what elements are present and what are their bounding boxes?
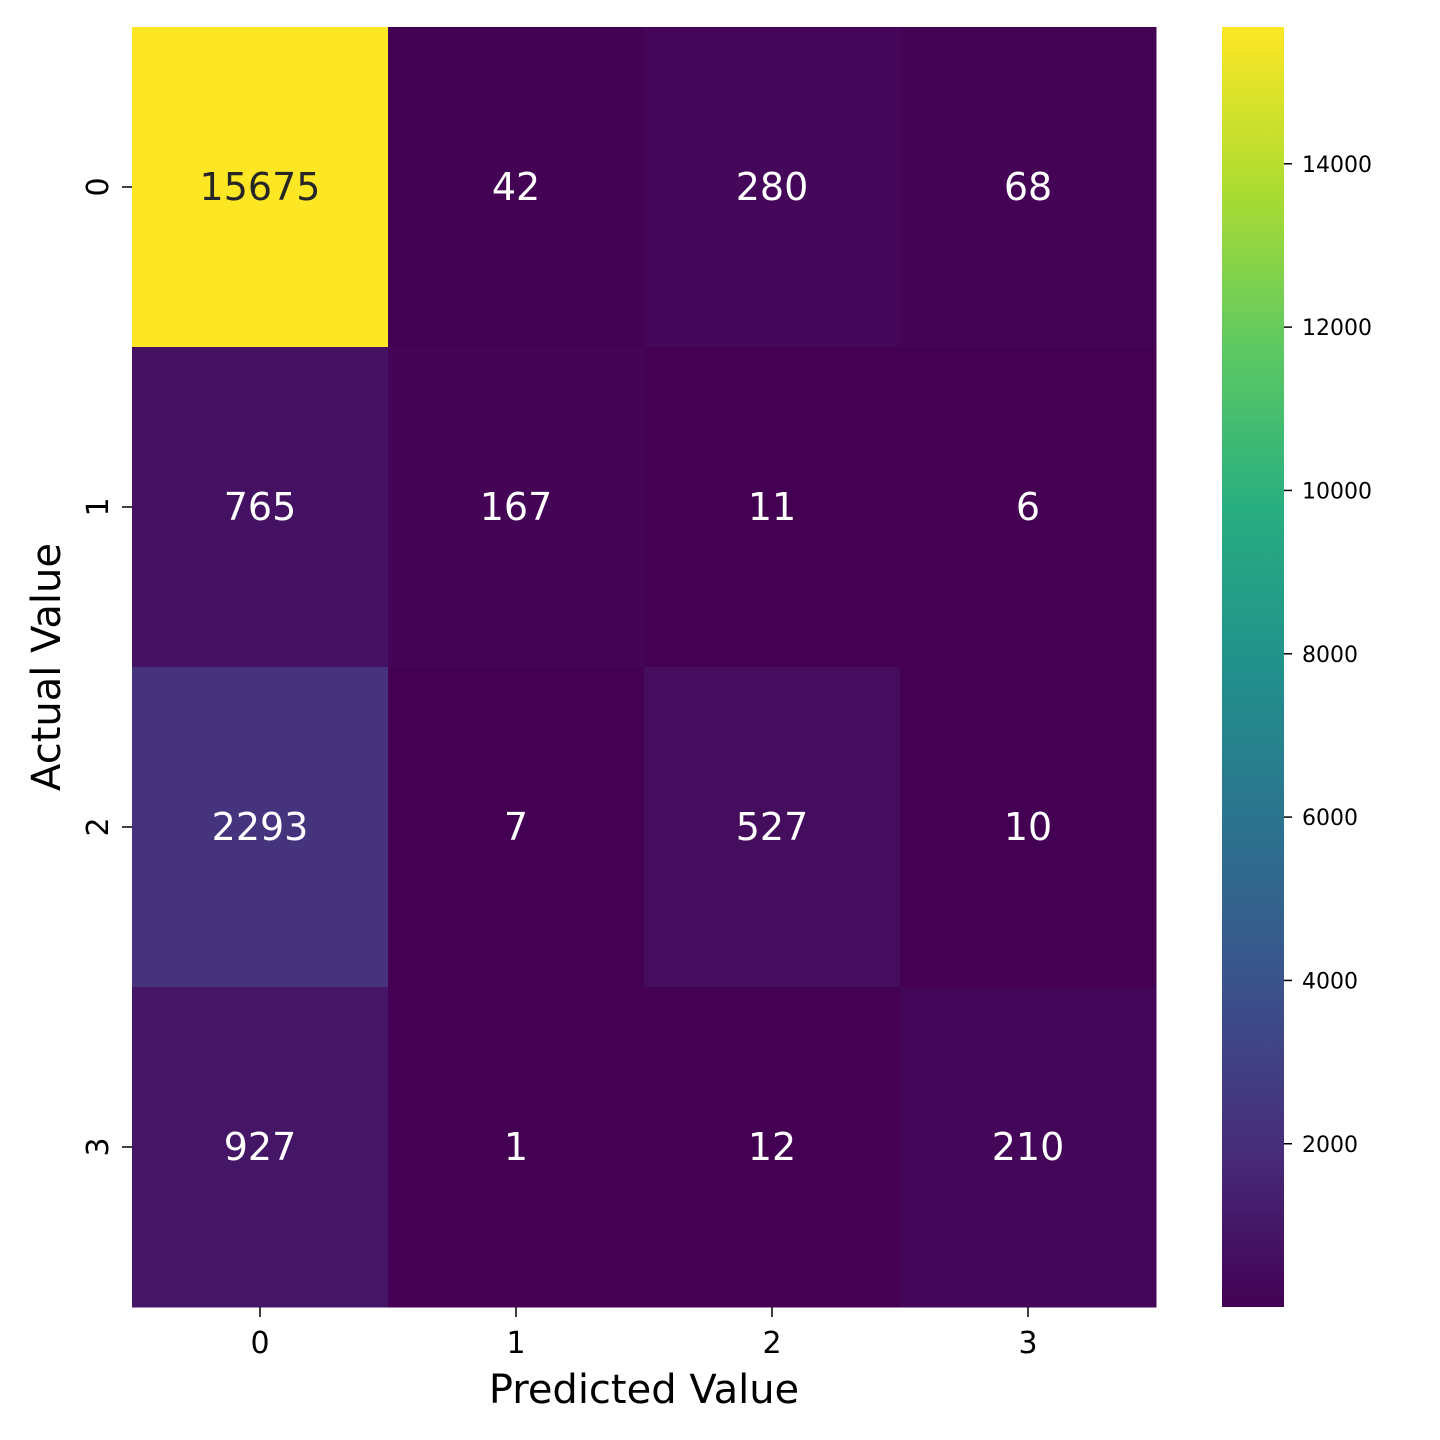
heatmap-grid xyxy=(132,27,1157,1308)
colorbar-tick-label: 10000 xyxy=(1302,479,1372,504)
heatmap-cell xyxy=(132,27,389,348)
x-axis-title: Predicted Value xyxy=(489,1367,799,1413)
y-axis-title: Actual Value xyxy=(24,543,70,791)
heatmap-cell-label: 42 xyxy=(492,165,540,209)
heatmap-cell-label: 2293 xyxy=(212,805,309,849)
colorbar-tick-label: 8000 xyxy=(1302,643,1358,668)
heatmap-cell xyxy=(388,27,645,348)
y-axis: 0 1 2 3 xyxy=(81,177,132,1157)
heatmap-cell xyxy=(388,347,645,668)
colorbar-tick-label: 4000 xyxy=(1302,969,1358,994)
heatmap-cell-label: 927 xyxy=(224,1125,297,1169)
heatmap-cell xyxy=(900,27,1157,348)
heatmap-cell-labels: 15675 42 280 68 765 167 11 6 2293 7 527 10 927 1 12 210 xyxy=(200,165,1065,1169)
heatmap-cell xyxy=(644,987,901,1308)
heatmap-cell xyxy=(388,987,645,1308)
heatmap-cell xyxy=(900,667,1157,988)
heatmap-cell-label: 11 xyxy=(748,485,796,529)
y-tick-label: 3 xyxy=(81,1137,116,1156)
heatmap-cell-label: 1 xyxy=(504,1125,528,1169)
heatmap-cell-label: 280 xyxy=(736,165,809,209)
colorbar-tick-label: 2000 xyxy=(1302,1133,1358,1158)
heatmap-cell xyxy=(132,347,389,668)
x-tick-label: 2 xyxy=(762,1326,781,1361)
heatmap-cell-label: 10 xyxy=(1004,805,1052,849)
x-tick-label: 0 xyxy=(250,1326,269,1361)
y-tick-label: 0 xyxy=(81,177,116,196)
y-tick-label: 2 xyxy=(81,817,116,836)
heatmap-cell xyxy=(900,987,1157,1308)
heatmap-cell xyxy=(644,667,901,988)
heatmap-cell xyxy=(644,27,901,348)
heatmap-cell xyxy=(132,667,389,988)
colorbar-gradient xyxy=(1222,27,1284,1307)
heatmap-cell xyxy=(388,667,645,988)
x-tick-label: 3 xyxy=(1018,1326,1037,1361)
heatmap-cell-label: 167 xyxy=(480,485,553,529)
heatmap-cell-label: 12 xyxy=(748,1125,796,1169)
x-axis: 0 1 2 3 xyxy=(250,1307,1038,1361)
colorbar-ticks: 2000 4000 6000 8000 10000 12000 14000 xyxy=(1284,153,1372,1158)
heatmap-cell-label: 6 xyxy=(1016,485,1040,529)
colorbar-tick-label: 6000 xyxy=(1302,806,1358,831)
heatmap-cell-label: 68 xyxy=(1004,165,1052,209)
colorbar-tick-label: 14000 xyxy=(1302,153,1372,178)
heatmap-cell xyxy=(132,987,389,1308)
x-tick-label: 1 xyxy=(506,1326,525,1361)
colorbar: 2000 4000 6000 8000 10000 12000 14000 xyxy=(1222,27,1372,1307)
heatmap-cell-label: 765 xyxy=(224,485,297,529)
heatmap-cell xyxy=(644,347,901,668)
heatmap-cell-label: 527 xyxy=(736,805,809,849)
heatmap-cell-label: 15675 xyxy=(200,165,321,209)
heatmap-cell-label: 7 xyxy=(504,805,528,849)
colorbar-tick-label: 12000 xyxy=(1302,316,1372,341)
y-tick-label: 1 xyxy=(81,497,116,516)
heatmap-cell xyxy=(900,347,1157,668)
heatmap-cell-label: 210 xyxy=(992,1125,1065,1169)
